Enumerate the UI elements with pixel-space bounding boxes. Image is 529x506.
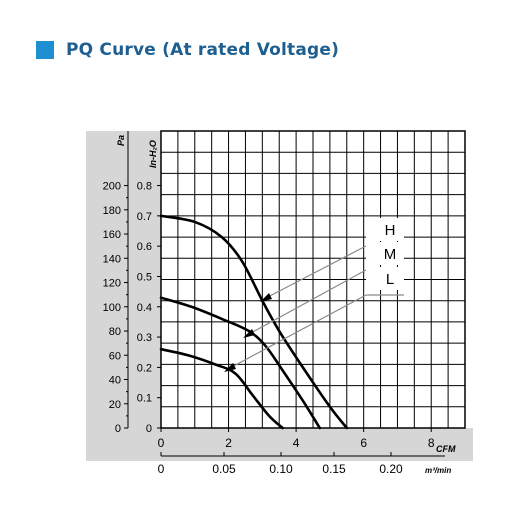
in-h2o-unit-label: In-H₂O — [148, 140, 158, 168]
in-h2o-tick-label: 0.5 — [137, 271, 152, 283]
pa-tick-label: 140 — [103, 253, 121, 265]
m3-unit-label: m³/min — [425, 466, 451, 475]
m3-tick-label: 0.05 — [212, 462, 236, 476]
in-h2o-tick-label: 0.2 — [137, 362, 152, 374]
pa-tick-label: 120 — [103, 278, 121, 290]
cfm-tick-label: 6 — [360, 436, 367, 450]
in-h2o-tick-label: 0.4 — [137, 302, 152, 314]
leader-arrowhead-h — [260, 293, 272, 302]
cfm-tick-label: 4 — [293, 436, 300, 450]
pa-tick-label: 40 — [109, 375, 121, 387]
y-axis-panel — [86, 131, 161, 461]
cfm-unit-label: CFM — [436, 444, 456, 454]
pa-tick-label: 80 — [109, 326, 121, 338]
in-h2o-tick-label: 0 — [146, 423, 152, 435]
plot-border — [160, 130, 466, 429]
series-label-bg-l — [366, 267, 404, 290]
pa-tick-label: 160 — [103, 229, 121, 241]
chart-header: PQ Curve (At rated Voltage) — [36, 40, 339, 60]
pa-tick-label: 200 — [103, 181, 121, 193]
pa-tick-label: 100 — [103, 302, 121, 314]
blue-square-icon — [36, 41, 54, 59]
leader-line-l — [229, 294, 367, 369]
series-label-h: H — [385, 222, 396, 239]
series-label-bg-m — [366, 242, 404, 265]
series-line-l — [159, 347, 284, 430]
pa-tick-label: 60 — [109, 350, 121, 362]
in-h2o-tick-label: 0.1 — [137, 393, 152, 405]
in-h2o-tick-label: 0.3 — [137, 332, 152, 344]
pa-tick-label: 180 — [103, 205, 121, 217]
m3-tick-label: 0 — [158, 462, 165, 476]
m3-tick-label: 0.20 — [379, 462, 403, 476]
in-h2o-tick-label: 0.6 — [137, 241, 152, 253]
cfm-tick-label: 2 — [225, 436, 232, 450]
pa-unit-label: Pa — [116, 135, 126, 146]
m3-tick-label: 0.10 — [269, 462, 293, 476]
leader-arrowhead-l — [224, 363, 236, 372]
pa-tick-label: 0 — [115, 423, 121, 435]
in-h2o-tick-label: 0.7 — [137, 211, 152, 223]
leader-line-m — [248, 269, 367, 335]
pa-tick-label: 20 — [109, 399, 121, 411]
leader-arrowhead-m — [243, 329, 255, 338]
m3-tick-label: 0.15 — [322, 462, 346, 476]
page-title: PQ Curve (At rated Voltage) — [66, 40, 340, 60]
cfm-tick-label: 8 — [428, 436, 435, 450]
series-line-m — [159, 296, 322, 430]
series-label-l: L — [386, 271, 394, 288]
series-label-bg-h — [366, 218, 404, 241]
leader-line-h — [265, 245, 367, 299]
cfm-tick-label: 0 — [158, 436, 165, 450]
series-label-m: M — [384, 246, 397, 263]
in-h2o-tick-label: 0.8 — [137, 181, 152, 193]
